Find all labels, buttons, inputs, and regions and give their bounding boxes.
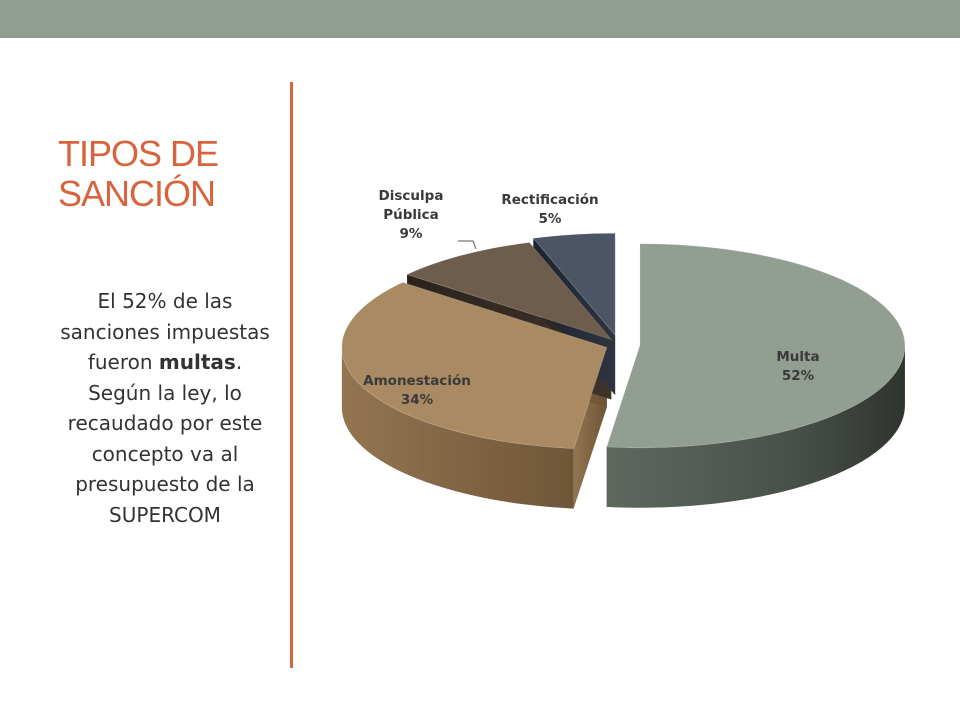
- slice-4-top: [532, 232, 616, 337]
- slice-2-label: Amonestación 34%: [363, 373, 471, 408]
- slice-4-name-label: Rectificación: [501, 192, 598, 208]
- slide-title: TIPOS DE SANCIÓN: [58, 133, 219, 214]
- slice-2-top: [341, 281, 608, 450]
- slice-2-value-label: 34%: [401, 392, 434, 408]
- body-text-end: . Según la ley, lo recaudado por este co…: [67, 350, 263, 527]
- slice-1-label: Multa 52%: [776, 349, 819, 384]
- pie-labels: Multa 52% Amonestación 34% Disculpa Pública 9%…: [363, 188, 819, 408]
- slice-3-label: Disculpa Pública 9%: [379, 188, 444, 242]
- slice-2-name-label: Amonestación: [363, 373, 471, 389]
- pie-tops: [341, 232, 906, 450]
- top-bar: [0, 0, 960, 38]
- slice-3-name-label: Disculpa: [379, 188, 444, 204]
- slice-4-value-label: 5%: [539, 211, 562, 227]
- slice-3-value-label: 9%: [400, 226, 423, 242]
- slice-1-top: [606, 243, 906, 449]
- slice-3-leader-line: [458, 240, 477, 250]
- body-text-start: El 52% de las sanciones impuestas fueron: [60, 289, 270, 374]
- body-text-bold: multas: [158, 350, 236, 374]
- divider-line: [290, 82, 293, 668]
- slice-3-top: [405, 242, 613, 341]
- pie-chart: Multa 52% Amonestación 34% Disculpa Pública 9%…: [341, 188, 906, 509]
- slice-1-value-label: 52%: [782, 368, 815, 384]
- slice-1-name-label: Multa: [776, 349, 819, 365]
- slide-body-text: El 52% de las sanciones impuestas fueron…: [58, 286, 272, 530]
- slice-3-name-label: Pública: [383, 207, 439, 223]
- slice-4-label: Rectificación 5%: [501, 192, 598, 227]
- slice-2-side: [341, 347, 574, 509]
- slice-1-side: [606, 345, 905, 508]
